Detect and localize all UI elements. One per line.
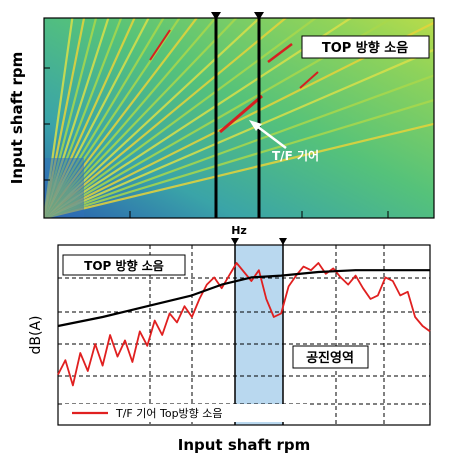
- heatmap-marker-1: [211, 12, 221, 20]
- heatmap-streak: [44, 18, 217, 218]
- series-legend-bg: [64, 404, 308, 422]
- heatmap-streak: [44, 18, 165, 218]
- heatmap-legend-text: TOP 방향 소음: [322, 40, 408, 56]
- heatmap-streak: [44, 74, 434, 218]
- series-line-tf-gear: [57, 262, 431, 387]
- heatmap-streak: [44, 18, 262, 218]
- heatmap-panel: TOP 방향 소음 T/F 기어 Input shaft rpm Hz: [8, 12, 435, 237]
- line-marker-2: [279, 238, 287, 245]
- heatmap-x-axis-label: Hz: [231, 224, 247, 237]
- heatmap-peak-streak: [149, 29, 171, 61]
- heatmap-streak: [44, 48, 434, 218]
- heatmap-streak: [44, 18, 353, 218]
- heatmap-streak: [44, 18, 395, 218]
- heatmap-streak: [44, 122, 434, 218]
- heatmap-marker-2: [254, 12, 264, 20]
- line-x-axis-label: Input shaft rpm: [178, 436, 310, 454]
- series-line-trend: [57, 269, 430, 328]
- heatmap-frame: [43, 17, 435, 219]
- heatmap-streak: [44, 18, 86, 218]
- heatmap-annotation: T/F 기어: [272, 148, 319, 163]
- heatmap-streak: [44, 18, 288, 218]
- line-series: [57, 262, 431, 387]
- heatmap-y-axis-label: Input shaft rpm: [8, 52, 26, 184]
- region-label-box: [292, 345, 369, 369]
- heatmap-peak-streak: [219, 94, 263, 134]
- heatmap-streak: [44, 18, 238, 218]
- heatmap-streak: [44, 18, 74, 218]
- heatmap-streak: [44, 18, 150, 218]
- heatmap-streak: [44, 18, 136, 218]
- heatmap-streak: [44, 18, 98, 218]
- annotation-arrowhead: [249, 120, 262, 131]
- heatmap-streak: [44, 21, 434, 218]
- series-legend-label: T/F 기어 Top방향 소음: [115, 407, 223, 420]
- line-marker-1: [231, 238, 239, 245]
- line-legend-box: [62, 254, 186, 276]
- heatmap-streak: [44, 18, 123, 218]
- region-label: 공진영역: [306, 350, 354, 366]
- heatmap-streak: [44, 18, 199, 218]
- heatmap-streaks: [44, 18, 434, 218]
- line-legend-text: TOP 방향 소음: [84, 258, 164, 273]
- heatmap-streak: [44, 18, 181, 218]
- heatmap-low-region: [44, 158, 84, 218]
- annotation-arrow: [253, 123, 287, 149]
- heatmap-peak-streak: [299, 71, 319, 89]
- heatmap-streak: [44, 18, 110, 218]
- heatmap-streak: [44, 18, 318, 218]
- heatmap-streak: [44, 98, 434, 218]
- heatmap-peak-streak: [267, 43, 293, 63]
- line-panel: TOP 방향 소음 공진영역 T/F 기어 Top방향 소음 dB(A) Inp…: [28, 238, 431, 454]
- line-y-axis-label: dB(A): [28, 316, 44, 355]
- line-frame: [57, 244, 431, 426]
- heatmap-legend-box: [301, 35, 430, 59]
